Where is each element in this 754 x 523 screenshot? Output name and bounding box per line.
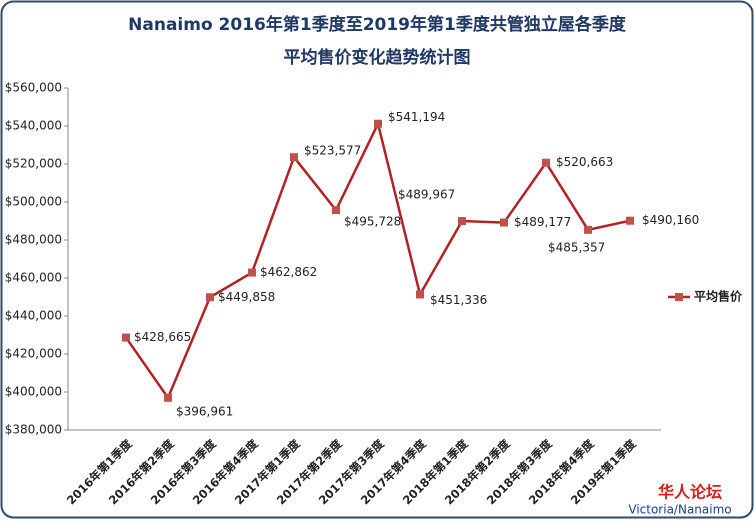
marker [290,153,298,162]
marker [164,393,172,402]
legend-marker [675,293,683,301]
value-label: $449,858 [218,290,275,304]
marker [416,290,424,299]
marker [248,268,256,277]
value-label: $428,665 [134,330,191,344]
marker [584,225,592,234]
marker [374,119,382,128]
marker [626,216,634,225]
value-label: $490,160 [642,213,699,227]
value-label: $489,177 [514,215,571,229]
value-label: $495,728 [344,215,401,229]
y-tick-label: $420,000 [5,347,62,361]
marker [542,158,550,167]
marker [122,333,130,342]
y-tick-label: $520,000 [5,157,62,171]
value-label: $462,862 [260,265,317,279]
y-tick-label: $480,000 [5,233,62,247]
value-label: $541,194 [388,110,445,124]
y-tick-label: $540,000 [5,119,62,133]
y-tick-label: $500,000 [5,195,62,209]
chart-subtitle: 平均售价变化趋势统计图 [284,47,471,68]
value-label: $523,577 [304,144,361,158]
value-label: $451,336 [430,293,487,307]
chart-title: Nanaimo 2016年第1季度至2019年第1季度共管独立屋各季度 [128,14,627,35]
logo-cn: 华人论坛 [658,483,722,502]
y-tick-label: $380,000 [5,423,62,437]
marker [206,293,214,302]
legend-label: 平均售价 [694,289,743,304]
value-label: $520,663 [556,155,613,169]
y-tick-label: $440,000 [5,309,62,323]
logo-en: Victoria/Nanaimo [628,503,731,517]
marker [332,206,340,215]
marker [458,217,466,226]
y-tick-label: $460,000 [5,271,62,285]
marker [500,218,508,227]
y-tick-label: $560,000 [5,81,62,95]
value-label: $396,961 [176,404,233,418]
value-label: $485,357 [548,240,605,254]
y-tick-label: $400,000 [5,385,62,399]
value-label: $489,967 [398,188,455,202]
